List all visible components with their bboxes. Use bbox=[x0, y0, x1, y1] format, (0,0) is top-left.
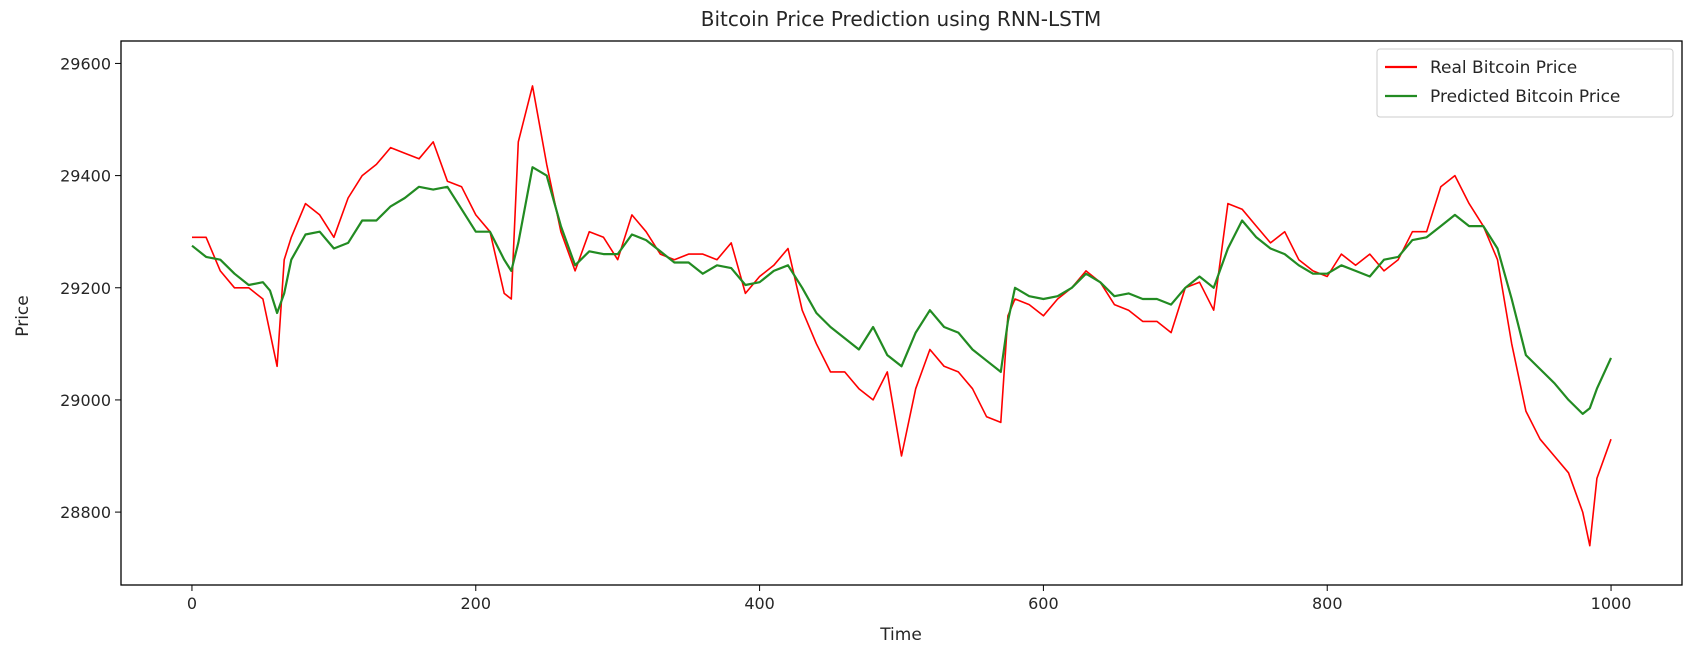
chart-title: Bitcoin Price Prediction using RNN-LSTM bbox=[701, 7, 1102, 31]
legend-label-1: Real Bitcoin Price bbox=[1430, 58, 1577, 78]
plot-frame bbox=[120, 40, 1683, 586]
x-tick-label: 600 bbox=[1028, 594, 1059, 613]
y-tick-label: 28800 bbox=[60, 503, 111, 522]
legend-label-2: Predicted Bitcoin Price bbox=[1430, 87, 1620, 107]
y-tick-label: 29200 bbox=[60, 279, 111, 298]
x-axis-label: Time bbox=[879, 625, 922, 645]
x-tick-label: 400 bbox=[744, 594, 775, 613]
y-tick-label: 29400 bbox=[60, 167, 111, 186]
y-tick-label: 29000 bbox=[60, 391, 111, 410]
ticks-layer: 0 200 400 600 800 1000 28800 29000 29200 29400 296… bbox=[60, 54, 1631, 613]
x-tick-label: 800 bbox=[1312, 594, 1343, 613]
legend-box bbox=[1376, 48, 1674, 118]
y-axis-label: Price bbox=[13, 295, 33, 336]
x-tick-label: 200 bbox=[460, 594, 491, 613]
series-line-1 bbox=[192, 85, 1612, 547]
y-tick-label: 29600 bbox=[60, 54, 111, 73]
x-tick-label: 1000 bbox=[1591, 594, 1632, 613]
x-tick-label: 0 bbox=[187, 594, 197, 613]
series-layer bbox=[191, 85, 1613, 547]
legend: Real Bitcoin Price Predicted Bitcoin Pric… bbox=[1376, 48, 1674, 118]
series-line-2 bbox=[191, 166, 1613, 415]
